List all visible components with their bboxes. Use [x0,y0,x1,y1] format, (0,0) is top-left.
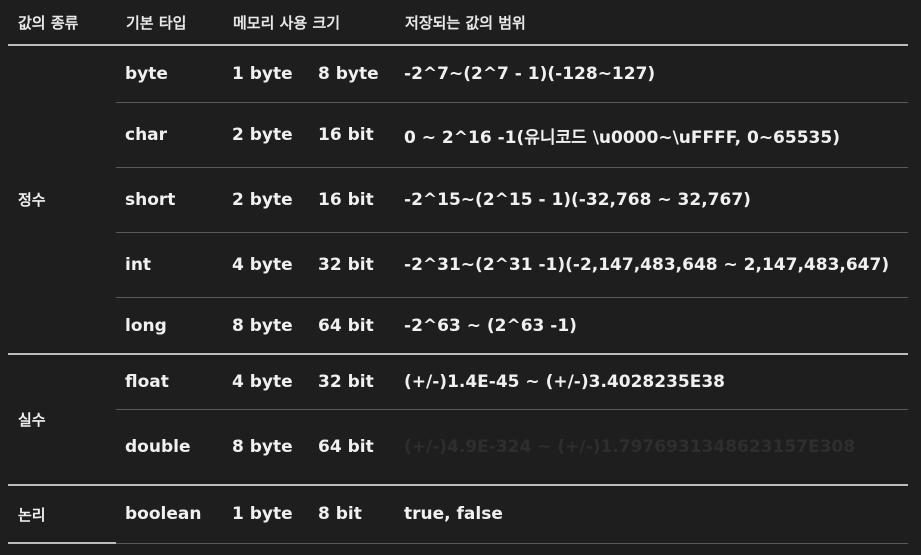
header-primitive-type: 기본 타입 [116,0,223,46]
type-name: int [116,232,223,298]
size-bytes: 1 byte [223,45,309,103]
table-row: 정수 byte 1 byte 8 byte -2^7~(2^7 - 1)(-12… [8,45,909,355]
table-row: double 8 byte 64 bit (+/-)4.9E-324 ~ (+/… [8,409,909,486]
type-name: float [116,354,223,410]
value-range: -2^15~(2^15 - 1)(-32,768 ~ 32,767) [395,167,909,233]
table-row: char 2 byte 16 bit 0 ~ 2^16 -1(유니코드 \u00… [8,102,909,168]
primitive-types-table: 값의 종류 기본 타입 메모리 사용 크기 저장되는 값의 범위 정수 byte… [8,0,909,544]
size-bits: 16 bit [309,167,396,233]
size-bits: 16 bit [309,102,396,168]
size-bytes: 4 byte [223,232,309,298]
table-row: 논리 boolean 1 byte 8 bit true, false [8,485,909,544]
value-range: 0 ~ 2^16 -1(유니코드 \u0000~\uFFFF, 0~65535) [395,102,909,168]
header-memory-size: 메모리 사용 크기 [223,0,396,46]
size-bits: 64 bit [309,409,396,486]
table-row: int 4 byte 32 bit -2^31~(2^31 -1)(-2,147… [8,232,909,298]
size-bits: 8 bit [309,485,396,544]
group-label-logical: 논리 [8,485,116,544]
size-bytes: 4 byte [223,354,309,410]
header-kind: 값의 종류 [8,0,116,46]
size-bytes: 2 byte [223,102,309,168]
size-bits: 32 bit [309,232,396,298]
size-bits: 32 bit [309,354,396,410]
value-range: -2^63 ~ (2^63 -1) [395,297,909,355]
header-row: 값의 종류 기본 타입 메모리 사용 크기 저장되는 값의 범위 [8,0,909,46]
type-name: long [116,297,223,355]
size-bytes: 1 byte [223,485,309,544]
group-label-integer: 정수 [8,45,116,355]
table-row: long 8 byte 64 bit -2^63 ~ (2^63 -1) [8,297,909,355]
type-name: double [116,409,223,486]
table-row: short 2 byte 16 bit -2^15~(2^15 - 1)(-32… [8,167,909,233]
value-range: true, false [395,485,909,544]
size-bits: 64 bit [309,297,396,355]
size-bytes: 8 byte [223,409,309,486]
type-name: byte [116,45,223,103]
value-range: -2^7~(2^7 - 1)(-128~127) [395,45,909,103]
size-bytes: 2 byte [223,167,309,233]
value-range: -2^31~(2^31 -1)(-2,147,483,648 ~ 2,147,4… [395,232,909,298]
size-bits: 8 byte [309,45,396,103]
table-row: 실수 float 4 byte 32 bit (+/-)1.4E-45 ~ (+… [8,354,909,486]
size-bytes: 8 byte [223,297,309,355]
value-range: (+/-)4.9E-324 ~ (+/-)1.7976931348623157E… [395,409,909,486]
group-label-real: 실수 [8,354,116,486]
type-name: char [116,102,223,168]
header-value-range: 저장되는 값의 범위 [395,0,909,46]
value-range: (+/-)1.4E-45 ~ (+/-)3.4028235E38 [395,354,909,410]
type-name: short [116,167,223,233]
type-name: boolean [116,485,223,544]
